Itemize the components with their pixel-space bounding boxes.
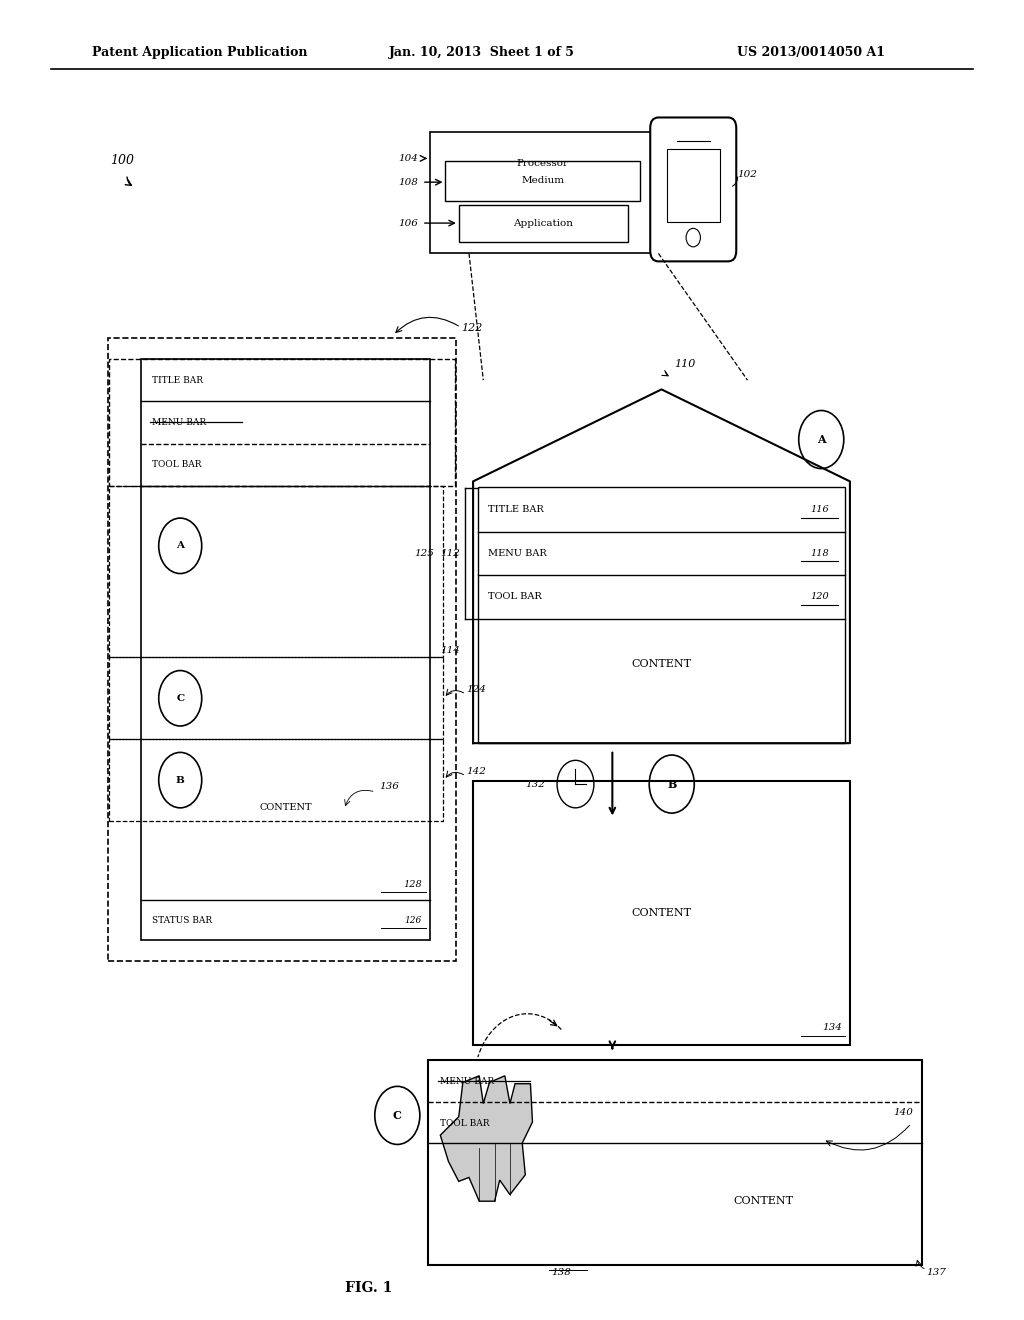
Bar (109, 739, 442, 821)
Bar (445, 161, 640, 201)
Text: MENU BAR: MENU BAR (152, 418, 206, 426)
Text: 122: 122 (461, 323, 482, 334)
Text: 136: 136 (379, 783, 399, 792)
Text: Jan. 10, 2013  Sheet 1 of 5: Jan. 10, 2013 Sheet 1 of 5 (389, 46, 575, 59)
Text: Medium: Medium (521, 177, 564, 185)
Text: CONTENT: CONTENT (632, 908, 691, 919)
Text: 106: 106 (398, 219, 418, 227)
Bar (109, 486, 442, 657)
Text: TOOL BAR: TOOL BAR (488, 593, 542, 602)
Text: 124: 124 (466, 685, 485, 694)
Text: 132: 132 (525, 780, 545, 788)
Text: 110: 110 (674, 359, 695, 370)
Text: Application: Application (513, 219, 572, 227)
Text: 125: 125 (415, 549, 434, 558)
Bar (459, 205, 628, 242)
Bar (667, 149, 720, 222)
Text: TITLE BAR: TITLE BAR (488, 506, 544, 515)
Text: Patent Application Publication: Patent Application Publication (92, 46, 307, 59)
Bar (428, 1060, 922, 1265)
Text: 104: 104 (398, 154, 418, 162)
Text: MENU BAR: MENU BAR (440, 1077, 495, 1085)
Text: 142: 142 (466, 767, 485, 776)
Bar (473, 781, 850, 1045)
Text: 140: 140 (894, 1109, 913, 1118)
Bar (109, 359, 455, 486)
Text: 128: 128 (403, 880, 422, 890)
Text: TOOL BAR: TOOL BAR (440, 1119, 489, 1127)
Text: CONTENT: CONTENT (259, 804, 312, 812)
Text: 114: 114 (440, 647, 461, 655)
Text: TITLE BAR: TITLE BAR (152, 376, 203, 384)
Text: B: B (176, 776, 184, 784)
Text: MENU BAR: MENU BAR (488, 549, 547, 558)
Text: A: A (817, 434, 825, 445)
FancyBboxPatch shape (650, 117, 736, 261)
Text: US 2013/0014050 A1: US 2013/0014050 A1 (737, 46, 886, 59)
Text: 116: 116 (811, 506, 829, 515)
Text: 120: 120 (811, 593, 829, 602)
Text: TOOL BAR: TOOL BAR (152, 461, 201, 469)
Text: 112: 112 (440, 549, 460, 558)
Polygon shape (440, 1076, 532, 1201)
Text: A: A (176, 541, 184, 550)
Text: C: C (393, 1110, 401, 1121)
Text: 126: 126 (404, 916, 422, 924)
Bar (109, 657, 442, 739)
Text: CONTENT: CONTENT (733, 1196, 794, 1206)
Text: FIG. 1: FIG. 1 (345, 1282, 392, 1295)
Text: CONTENT: CONTENT (632, 659, 691, 669)
Text: Processor: Processor (517, 160, 568, 168)
Text: 102: 102 (737, 170, 757, 178)
Text: 138: 138 (551, 1269, 570, 1278)
Bar (478, 487, 845, 743)
Bar (141, 359, 430, 940)
Text: 118: 118 (811, 549, 829, 558)
Bar (430, 132, 655, 253)
Text: STATUS BAR: STATUS BAR (152, 916, 212, 924)
Text: C: C (176, 694, 184, 702)
Text: 100: 100 (111, 153, 134, 166)
Text: 137: 137 (927, 1269, 946, 1278)
Text: B: B (667, 779, 677, 789)
Text: 108: 108 (398, 178, 418, 186)
Text: 134: 134 (822, 1023, 842, 1032)
Bar (108, 338, 456, 961)
